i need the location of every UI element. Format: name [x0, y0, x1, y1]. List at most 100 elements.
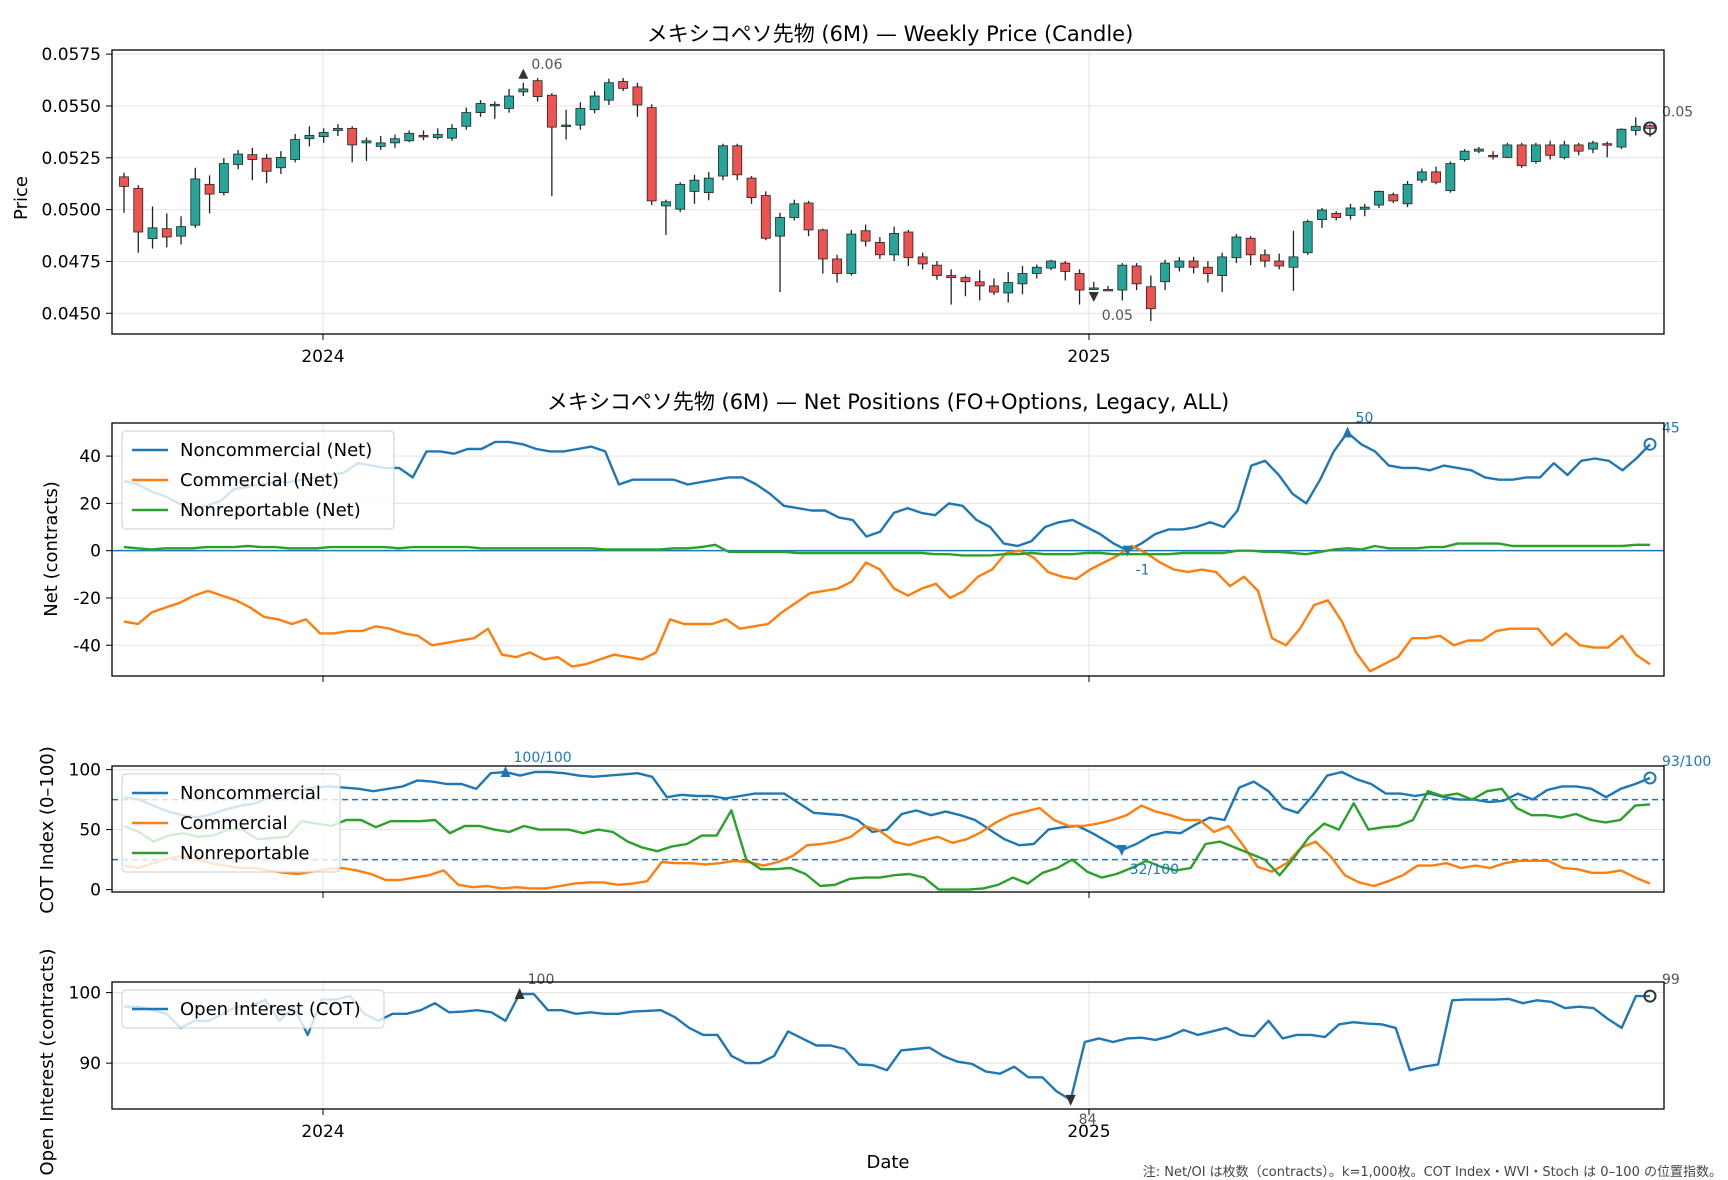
legend-box — [121, 430, 395, 530]
candle-body — [1017, 273, 1028, 285]
candle-body — [1516, 144, 1527, 167]
candle-body — [1088, 287, 1099, 290]
max-label: 100/100 — [514, 750, 572, 766]
legend-label: Nonreportable — [180, 843, 309, 864]
net-panel: メキシコペソ先物 (6M) — Net Positions (FO+Option… — [41, 390, 1680, 682]
x-tick-label: 2024 — [301, 1122, 344, 1142]
candle-body — [518, 88, 529, 93]
candle-body — [1559, 144, 1570, 158]
net-y-label: Net (contracts) — [41, 481, 62, 617]
candle-body — [1630, 125, 1641, 131]
candle-body — [732, 145, 743, 176]
net-legend: Noncommercial (Net) Commercial (Net) Nonre… — [121, 430, 395, 530]
candle-body — [775, 217, 785, 237]
min-label: 0.05 — [1102, 308, 1133, 324]
last-label: 45 — [1662, 420, 1680, 436]
y-tick-label: -40 — [73, 636, 101, 656]
candle-body — [1616, 128, 1627, 148]
max-label: 0.06 — [531, 57, 562, 73]
legend-label: Open Interest (COT) — [180, 999, 361, 1020]
y-tick-label: 100 — [69, 761, 101, 781]
candle-body — [1531, 144, 1541, 162]
min-label: 84 — [1079, 1112, 1097, 1128]
footnote: 注: Net/OI は枚数（contracts）。k=1,000枚。COT In… — [1143, 1165, 1722, 1180]
candle-body — [1160, 262, 1171, 283]
candle-body — [1074, 273, 1085, 291]
candle-body — [404, 132, 415, 142]
series-line — [123, 542, 1650, 557]
price-y-label: Price — [11, 176, 32, 220]
price-y-ticks: 0.0450 0.0475 0.0500 0.0525 0.0550 0.0575 — [42, 45, 112, 324]
candle-body — [218, 163, 229, 194]
legend-label: Noncommercial (Net) — [180, 440, 372, 461]
candle-body — [960, 277, 971, 283]
candle-body — [1431, 171, 1441, 183]
last-label: 0.05 — [1662, 104, 1693, 120]
oi-legend: Open Interest (COT) — [121, 989, 385, 1029]
y-tick-label: 0 — [90, 881, 101, 901]
candle-body — [832, 258, 842, 274]
oi-y-label: Open Interest (contracts) — [37, 948, 58, 1175]
candle-body — [1345, 207, 1356, 216]
candle-body — [589, 95, 600, 111]
net-x-ticks — [322, 676, 1090, 682]
candle-body — [347, 127, 358, 146]
candle-body — [1202, 266, 1213, 274]
candle-body — [989, 285, 999, 293]
candle-body — [318, 132, 329, 138]
candle-body — [689, 179, 700, 192]
cot-legend: Noncommercial Commercial Nonreportable — [121, 773, 341, 873]
candle-body — [1260, 254, 1270, 262]
min-marker — [1122, 545, 1133, 557]
candle-body — [575, 108, 586, 126]
candle-body — [1245, 237, 1256, 256]
min-marker — [1116, 845, 1127, 856]
candle-body — [418, 135, 429, 138]
last-marker — [1643, 771, 1657, 785]
legend-label: Nonreportable (Net) — [180, 500, 361, 521]
candle-body — [1645, 125, 1655, 129]
max-label: 100 — [528, 972, 555, 988]
y-tick-label: 100 — [69, 984, 101, 1004]
legend-label: Commercial — [180, 813, 288, 834]
y-tick-label: 50 — [79, 821, 101, 841]
candle-body — [603, 82, 614, 101]
price-x-ticks: 2024 2025 — [301, 334, 1111, 367]
candle-body — [546, 94, 557, 128]
candle-body — [304, 135, 315, 140]
candle-body — [489, 103, 500, 107]
oi-x-ticks: 2024 2025 — [301, 1109, 1111, 1142]
cot-y-ticks: 0 50 100 — [69, 761, 112, 901]
candle-body — [1588, 142, 1598, 150]
candle-body — [1274, 260, 1285, 267]
candle-body — [632, 86, 643, 106]
candle-body — [1103, 289, 1113, 292]
candle-body — [874, 241, 885, 256]
y-tick-label: 0.0500 — [42, 201, 101, 221]
candle-body — [1031, 266, 1042, 274]
x-axis-label: Date — [866, 1152, 909, 1173]
legend-label: Noncommercial — [180, 783, 321, 804]
candle-body — [1003, 282, 1014, 294]
min-marker — [1088, 292, 1099, 303]
y-tick-label: 0 — [90, 542, 101, 562]
candle-body — [675, 183, 686, 210]
candle-body — [1359, 206, 1370, 210]
series-line — [123, 770, 1651, 852]
candle-body — [390, 138, 400, 144]
candle-body — [475, 103, 486, 114]
last-marker — [1643, 437, 1657, 451]
candle-body — [1459, 150, 1470, 160]
y-tick-label: 90 — [79, 1054, 101, 1074]
price-panel: メキシコペソ先物 (6M) — Weekly Price (Candle) 0.… — [11, 22, 1693, 367]
candle-body — [1188, 260, 1199, 268]
legend-box — [121, 773, 341, 873]
candle-body — [1231, 236, 1242, 259]
candle-body — [618, 81, 629, 89]
oi-y-ticks: 90 100 — [69, 984, 112, 1074]
candle-body — [1331, 212, 1342, 218]
candle-body — [846, 233, 857, 274]
min-label: 32/100 — [1130, 862, 1179, 878]
y-tick-label: 40 — [79, 447, 101, 467]
y-tick-label: 20 — [79, 494, 101, 514]
